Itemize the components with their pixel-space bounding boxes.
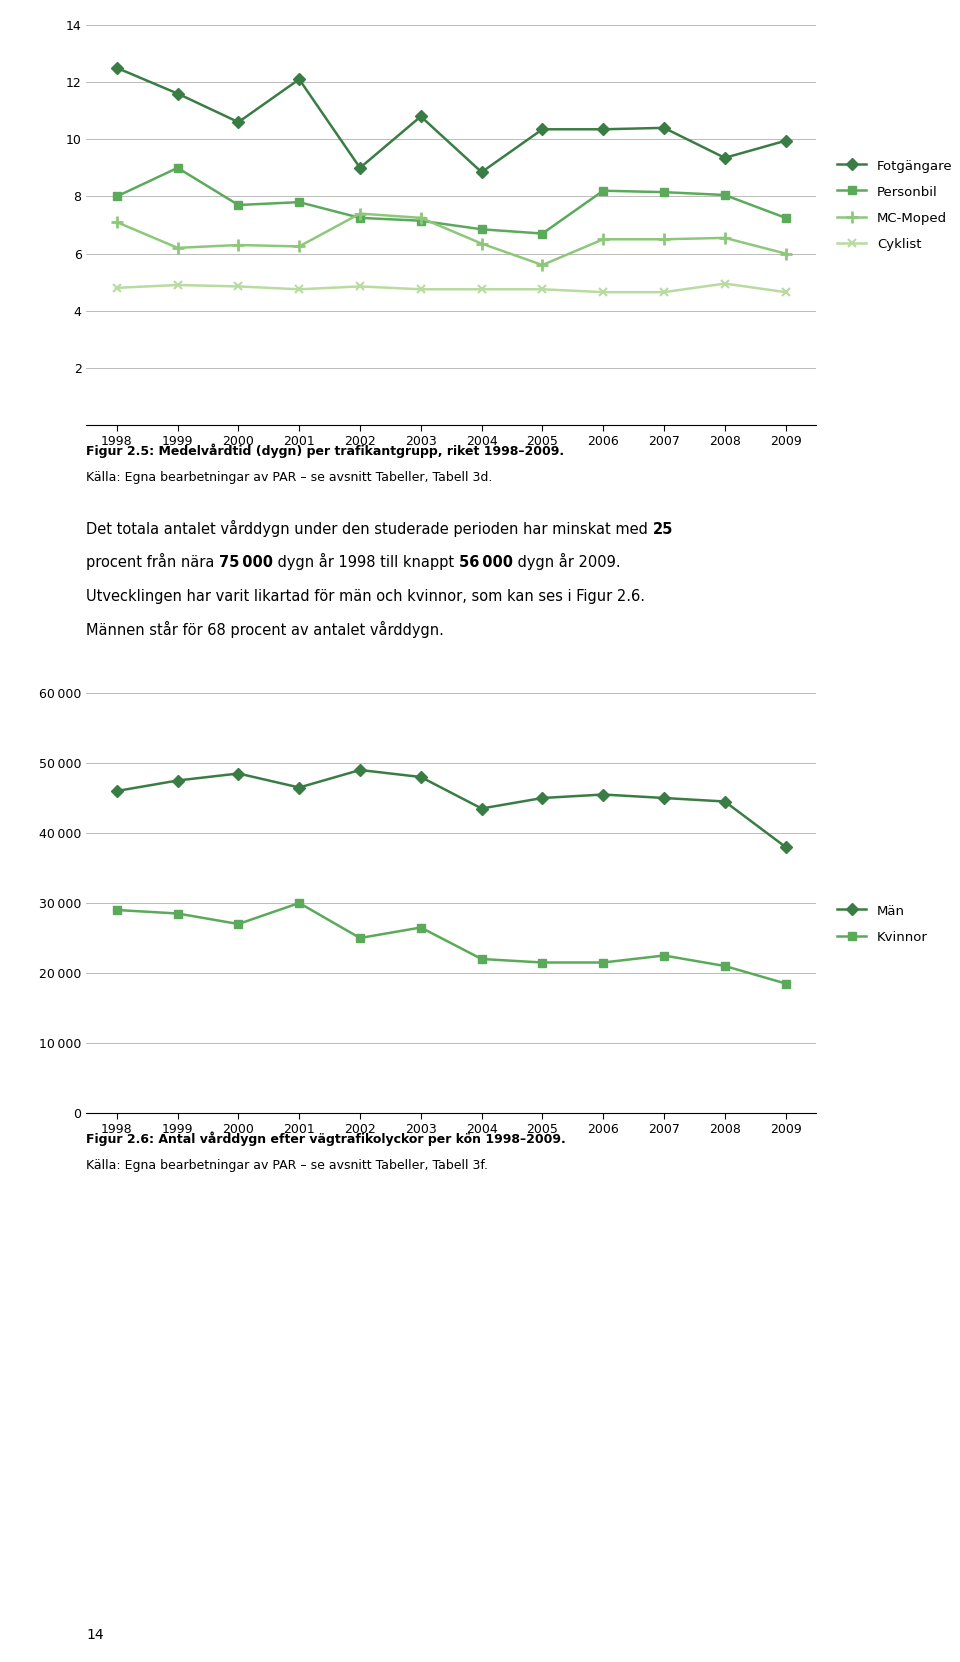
- Fotgängare: [659, 118, 670, 138]
- Cyklist: [294, 279, 305, 299]
- Cyklist: [719, 274, 731, 294]
- Män: [232, 763, 244, 783]
- Line: Fotgängare: Fotgängare: [112, 63, 790, 176]
- MC-Moped: [172, 238, 183, 258]
- MC-Moped: [476, 234, 488, 254]
- Text: dygn år 2009.: dygn år 2009.: [514, 553, 621, 570]
- Män: [294, 778, 305, 798]
- Kvinnor: [476, 949, 488, 969]
- Text: Figur 2.6: Antal vårddygn efter vägtrafikolyckor per kön 1998–2009.: Figur 2.6: Antal vårddygn efter vägtrafi…: [86, 1132, 566, 1145]
- Män: [354, 760, 366, 779]
- Kvinnor: [659, 946, 670, 966]
- Personbil: [537, 224, 548, 244]
- Kvinnor: [719, 956, 731, 976]
- Fotgängare: [111, 58, 123, 78]
- Cyklist: [111, 278, 123, 297]
- Fotgängare: [172, 83, 183, 103]
- Kvinnor: [232, 914, 244, 934]
- MC-Moped: [232, 234, 244, 254]
- Text: Figur 2.5: Medelvårdtid (dygn) per trafikantgrupp, riket 1998–2009.: Figur 2.5: Medelvårdtid (dygn) per trafi…: [86, 444, 564, 457]
- Män: [597, 784, 609, 804]
- Män: [476, 798, 488, 818]
- Fotgängare: [719, 148, 731, 168]
- Fotgängare: [415, 106, 426, 126]
- Fotgängare: [476, 163, 488, 183]
- Line: Cyklist: Cyklist: [112, 279, 790, 296]
- Text: 25: 25: [653, 522, 673, 537]
- Män: [172, 771, 183, 791]
- MC-Moped: [354, 204, 366, 224]
- Kvinnor: [354, 927, 366, 947]
- Män: [659, 788, 670, 808]
- Personbil: [294, 193, 305, 213]
- Cyklist: [354, 276, 366, 296]
- Text: Det totala antalet vårddygn under den studerade perioden har minskat med: Det totala antalet vårddygn under den st…: [86, 520, 653, 537]
- Män: [780, 838, 791, 858]
- Cyklist: [597, 283, 609, 302]
- Fotgängare: [354, 158, 366, 178]
- Legend: Män, Kvinnor: Män, Kvinnor: [837, 904, 927, 944]
- MC-Moped: [415, 208, 426, 228]
- Kvinnor: [172, 904, 183, 924]
- Cyklist: [172, 274, 183, 294]
- Män: [719, 791, 731, 811]
- Personbil: [232, 194, 244, 214]
- Cyklist: [476, 279, 488, 299]
- Cyklist: [232, 276, 244, 296]
- Fotgängare: [597, 120, 609, 140]
- Line: Män: Män: [112, 766, 790, 851]
- Cyklist: [780, 283, 791, 302]
- Text: procent från nära: procent från nära: [86, 553, 220, 570]
- Fotgängare: [294, 70, 305, 90]
- Personbil: [597, 181, 609, 201]
- Text: Männen står för 68 procent av antalet vårddygn.: Männen står för 68 procent av antalet vå…: [86, 622, 444, 638]
- Line: Kvinnor: Kvinnor: [112, 899, 790, 987]
- Män: [111, 781, 123, 801]
- Kvinnor: [294, 892, 305, 912]
- Kvinnor: [780, 974, 791, 994]
- Line: Personbil: Personbil: [112, 163, 790, 238]
- Kvinnor: [597, 952, 609, 972]
- Personbil: [476, 219, 488, 239]
- Kvinnor: [111, 901, 123, 921]
- Kvinnor: [415, 917, 426, 937]
- Text: dygn år 1998 till knappt: dygn år 1998 till knappt: [274, 553, 459, 570]
- Fotgängare: [537, 120, 548, 140]
- Cyklist: [415, 279, 426, 299]
- Cyklist: [537, 279, 548, 299]
- Legend: Fotgängare, Personbil, MC-Moped, Cyklist: Fotgängare, Personbil, MC-Moped, Cyklist: [837, 160, 952, 251]
- Fotgängare: [232, 111, 244, 131]
- Text: Källa: Egna bearbetningar av PAR – se avsnitt Tabeller, Tabell 3d.: Källa: Egna bearbetningar av PAR – se av…: [86, 470, 492, 484]
- Line: MC-Moped: MC-Moped: [110, 208, 792, 271]
- Män: [537, 788, 548, 808]
- Text: 14: 14: [86, 1629, 104, 1642]
- MC-Moped: [111, 213, 123, 233]
- MC-Moped: [780, 244, 791, 264]
- Personbil: [111, 186, 123, 206]
- Text: 56 000: 56 000: [459, 555, 514, 570]
- Personbil: [172, 158, 183, 178]
- MC-Moped: [719, 228, 731, 248]
- Cyklist: [659, 283, 670, 302]
- Text: Källa: Egna bearbetningar av PAR – se avsnitt Tabeller, Tabell 3f.: Källa: Egna bearbetningar av PAR – se av…: [86, 1158, 489, 1172]
- Personbil: [354, 208, 366, 228]
- Personbil: [659, 183, 670, 203]
- MC-Moped: [659, 229, 670, 249]
- Text: Utvecklingen har varit likartad för män och kvinnor, som kan ses i Figur 2.6.: Utvecklingen har varit likartad för män …: [86, 590, 645, 605]
- Text: 75 000: 75 000: [220, 555, 274, 570]
- Personbil: [780, 208, 791, 228]
- MC-Moped: [597, 229, 609, 249]
- MC-Moped: [537, 254, 548, 274]
- Personbil: [415, 211, 426, 231]
- MC-Moped: [294, 236, 305, 256]
- Kvinnor: [537, 952, 548, 972]
- Fotgängare: [780, 131, 791, 151]
- Män: [415, 768, 426, 788]
- Personbil: [719, 184, 731, 204]
